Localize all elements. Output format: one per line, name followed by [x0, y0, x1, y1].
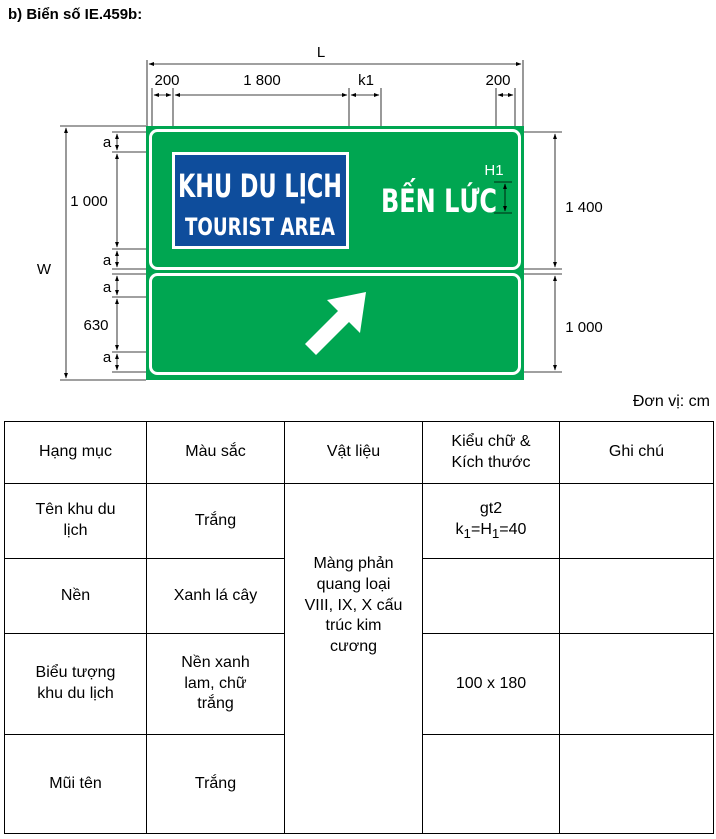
dim-a-1: a — [103, 134, 112, 151]
cell-item: Nền — [4, 558, 147, 634]
dim-right-heights: 1 400 1 000 — [520, 131, 603, 373]
dim-L-label: L — [317, 44, 325, 61]
cell-font: 100 x 180 — [422, 633, 560, 735]
sign-upper-panel-border — [149, 129, 521, 270]
dim-1400: 1 400 — [565, 199, 603, 216]
cell-note — [559, 633, 714, 735]
destination-name: BẾN LỨC — [381, 178, 497, 220]
table-row: Mũi tên Trắng — [4, 734, 714, 834]
dim-1800: 1 800 — [243, 72, 281, 89]
sign-lower-panel-border — [149, 273, 521, 375]
dim-W-label: W — [37, 261, 52, 278]
section-heading: b) Biển số IE.459b: — [8, 6, 143, 23]
cell-font: gt2 k1=H1=40 — [422, 483, 560, 559]
cell-item: Biểu tượng khu du lịch — [4, 633, 147, 735]
unit-label: Đơn vị: cm — [632, 393, 710, 410]
tourist-box — [175, 155, 346, 246]
tourist-box-line1: KHU DU LỊCH — [178, 167, 342, 205]
cell-note — [559, 734, 714, 834]
spec-table: Hạng mục Màu sắc Vật liệu Kiểu chữ & Kích… — [4, 421, 714, 834]
header-material: Vật liệu — [284, 421, 423, 484]
tourist-box-line2: TOURIST AREA — [185, 213, 335, 241]
dim-H1: H1 — [484, 162, 512, 214]
dim-left-heights: a 1 000 a a 630 a — [70, 131, 172, 373]
header-item: Hạng mục — [4, 421, 147, 484]
cell-note — [559, 558, 714, 634]
dim-1000-right: 1 000 — [565, 319, 603, 336]
cell-material: Màng phản quang loại VIII, IX, X cấu trú… — [284, 483, 423, 834]
cell-color: Xanh lá cây — [146, 558, 285, 634]
dim-L: L — [146, 44, 524, 128]
arrow-up-right-icon — [305, 292, 366, 355]
table-row: Nền Xanh lá cây — [4, 558, 714, 634]
cell-font — [422, 558, 560, 634]
dim-a-4: a — [103, 349, 112, 366]
table-row: Biểu tượng khu du lịch Nền xanh lam, chữ tr… — [4, 633, 714, 735]
table-header-row: Hạng mục Màu sắc Vật liệu Kiểu chữ & Kích… — [4, 421, 714, 484]
table-row: Tên khu du lịch Trắng Màng phản quang loạ… — [4, 483, 714, 834]
cell-item: Tên khu du lịch — [4, 483, 147, 559]
cell-color: Trắng — [146, 483, 285, 559]
header-note: Ghi chú — [559, 421, 714, 484]
cell-color: Trắng — [146, 734, 285, 834]
dim-a-2: a — [103, 252, 112, 269]
sign: KHU DU LỊCH TOURIST AREA BẾN LỨC — [146, 126, 524, 380]
dim-a-3: a — [103, 279, 112, 296]
header-font-size: Kiểu chữ & Kích thước — [422, 421, 560, 484]
dim-630: 630 — [83, 317, 108, 334]
cell-font — [422, 734, 560, 834]
cell-note — [559, 483, 714, 559]
dim-1000-left: 1 000 — [70, 193, 108, 210]
sign-drawing: L 200 1 800 k1 200 W — [37, 44, 603, 381]
dim-H1-label: H1 — [484, 162, 503, 179]
dim-row-widths: 200 1 800 k1 200 — [151, 72, 516, 128]
dim-W: W — [37, 125, 146, 381]
dim-200-right: 200 — [485, 72, 510, 89]
dim-k1: k1 — [358, 72, 374, 89]
cell-color: Nền xanh lam, chữ trắng — [146, 633, 285, 735]
dim-200-left: 200 — [154, 72, 179, 89]
cell-item: Mũi tên — [4, 734, 147, 834]
header-color: Màu sắc — [146, 421, 285, 484]
